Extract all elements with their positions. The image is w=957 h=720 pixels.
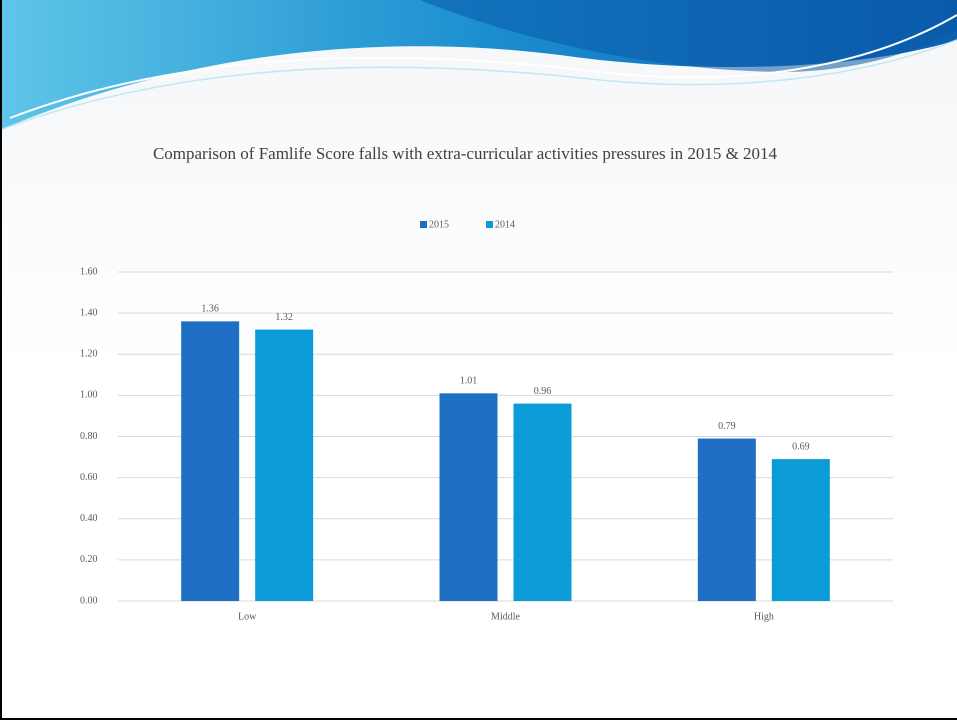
bar (439, 393, 498, 601)
legend-swatch (420, 221, 427, 228)
y-tick-label: 1.20 (80, 349, 98, 360)
header-swoosh (9, 14, 957, 119)
data-label: 1.01 (460, 376, 478, 387)
chart: 0.00 0.20 0.40 0.60 0.80 1.00 1.20 1.40 1.60 2015… (80, 219, 893, 622)
data-label: 1.32 (275, 312, 293, 323)
y-tick-label: 0.80 (80, 431, 98, 442)
data-label: 1.36 (201, 304, 219, 315)
legend-label: 2014 (495, 219, 515, 230)
legend-swatch (486, 221, 493, 228)
data-label: 0.69 (792, 441, 810, 452)
bar (255, 329, 314, 601)
y-tick-label: 0.00 (80, 595, 98, 606)
bar (181, 321, 240, 601)
y-tick-label: 1.40 (80, 307, 98, 318)
x-tick-label: Low (238, 611, 257, 622)
header-wave-dark (420, 0, 957, 72)
y-tick-label: 1.60 (80, 266, 98, 277)
chart-title: Comparison of Famlife Score falls with e… (152, 144, 778, 163)
header-swoosh-light (0, 39, 957, 131)
y-tick-label: 1.00 (80, 390, 98, 401)
y-tick-label: 0.20 (80, 554, 98, 565)
bar (771, 459, 830, 601)
y-tick-label: 0.60 (80, 472, 98, 483)
bar (513, 403, 572, 601)
bar (697, 438, 756, 601)
x-tick-label: High (754, 611, 774, 622)
y-tick-label: 0.40 (80, 513, 98, 524)
x-tick-label: Middle (491, 611, 520, 622)
data-label: 0.79 (718, 421, 736, 432)
legend-label: 2015 (429, 219, 449, 230)
data-label: 0.96 (534, 386, 552, 397)
